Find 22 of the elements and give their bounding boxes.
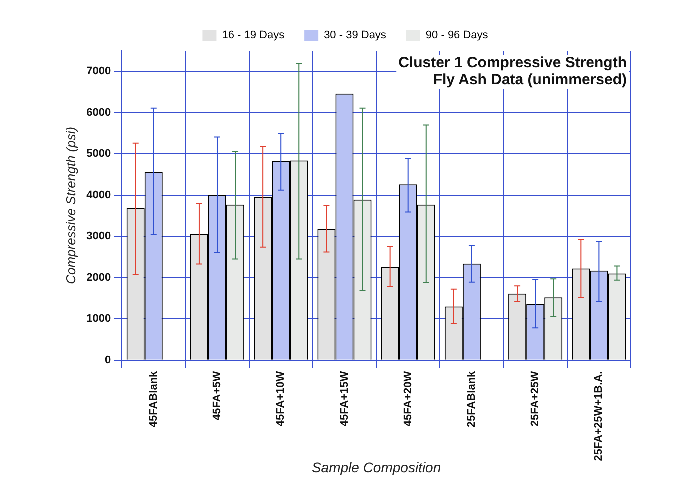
- y-tick-label: 7000: [86, 66, 112, 78]
- x-tick-label: 25FABlank: [466, 370, 478, 428]
- legend-label: 30 - 39 Days: [324, 30, 387, 42]
- legend-label: 90 - 96 Days: [426, 30, 489, 42]
- y-tick-label: 4000: [86, 189, 112, 202]
- x-tick-label: 45FA+20W: [402, 370, 414, 427]
- x-tick-label: 45FABlank: [148, 370, 160, 428]
- y-tick-label: 6000: [86, 106, 112, 119]
- y-axis-title: Compressive Strength (psi): [63, 126, 78, 284]
- text: Cluster 1 Compressive Strength Fly Ash Data (unimmersed): [398, 54, 627, 89]
- y-tick-label: 2000: [86, 272, 112, 284]
- y-tick-label: 1000: [86, 313, 112, 326]
- x-tick-label: 45FA+5W: [212, 370, 224, 421]
- x-tick-label: 45FA+10W: [275, 370, 288, 427]
- x-axis-title: Sample Composition: [312, 459, 442, 476]
- y-tick-label: 3000: [86, 230, 112, 243]
- legend-label: 16 - 19 Days: [222, 30, 286, 42]
- x-tick-label: 25FA+25W+1B.A.: [593, 371, 606, 462]
- y-tick-label: 5000: [86, 148, 112, 160]
- y-tick-label: 0: [104, 354, 112, 366]
- x-tick-label: 45FA+15W: [338, 370, 351, 427]
- x-tick-label: 25FA+25W: [530, 370, 542, 427]
